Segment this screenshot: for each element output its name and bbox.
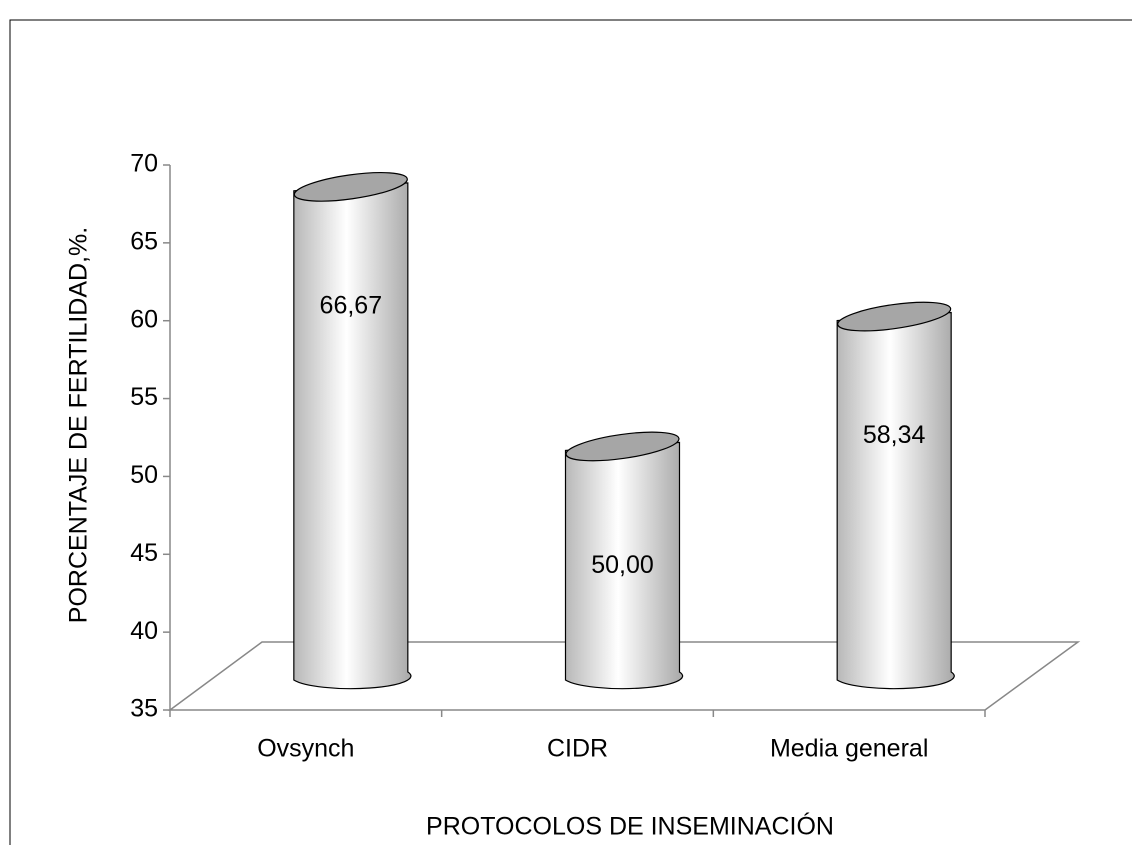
data-label: 58,34 [863,421,926,449]
data-label: 50,00 [591,551,654,579]
x-tick-label: CIDR [547,735,608,763]
y-tick-label: 65 [130,227,158,255]
bar-top [837,301,952,332]
y-tick-label: 55 [130,383,158,411]
y-tick-label: 50 [130,461,158,489]
y-tick-label: 60 [130,305,158,333]
y-tick-label: 45 [130,539,158,567]
bar [293,171,412,690]
bar [836,301,955,690]
bar-body [564,441,684,690]
y-tick-label: 70 [130,150,158,178]
x-axis-title: PROTOCOLOS DE INSEMINACIÓN [426,812,834,841]
bar [564,431,684,690]
bar-top [293,171,408,202]
data-label: 66,67 [320,291,383,319]
frame [9,19,1132,850]
bar-body [836,311,955,690]
bar-top [565,431,680,462]
x-tick-label: Media general [770,735,928,763]
y-axis-title: PORCENTAJE DE FERTILIDAD,%. [65,227,93,623]
y-tick-label: 40 [130,617,158,645]
bar-body [293,182,412,690]
y-tick-label: 35 [130,695,158,723]
x-tick-label: Ovsynch [257,735,354,763]
